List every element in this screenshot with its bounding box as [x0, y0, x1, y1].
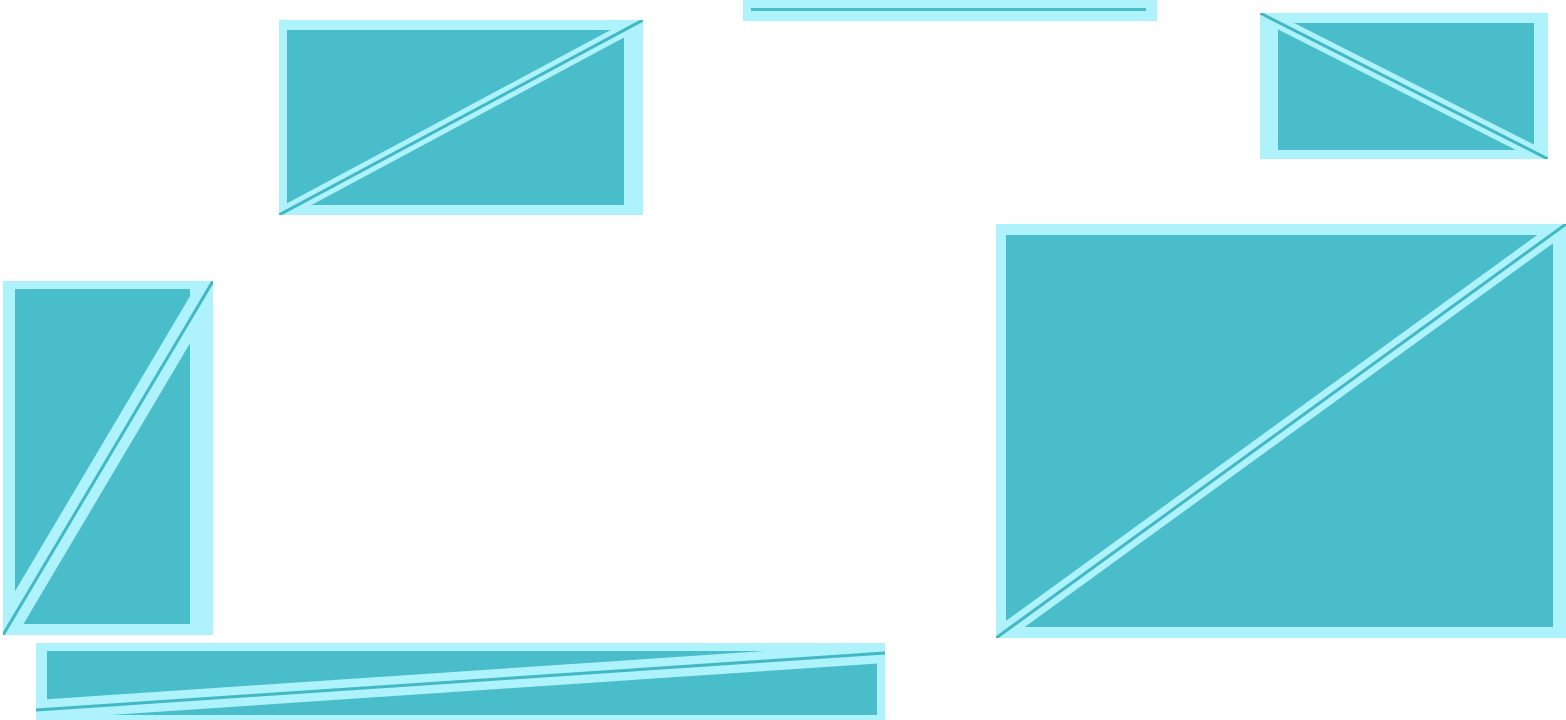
placeholder-box-left-tall [3, 281, 213, 635]
placeholder-bar-bottom-wide-diagonal-core [36, 651, 885, 712]
placeholder-box-top-right-diagonal-core [1260, 13, 1548, 159]
placeholder-box-left-tall-diagonal-core [3, 281, 213, 635]
placeholder-box-right-large [996, 224, 1566, 638]
placeholder-bar-bottom-wide [36, 643, 885, 720]
placeholder-bar-top-middle-fill [751, 8, 1146, 11]
placeholder-box-right-large-diagonal-core [996, 224, 1566, 638]
placeholder-box-top-left-diagonal-core [279, 20, 643, 215]
placeholder-bar-top-middle [743, 0, 1157, 21]
placeholder-box-top-right [1260, 13, 1548, 159]
placeholder-box-top-left [279, 20, 643, 215]
